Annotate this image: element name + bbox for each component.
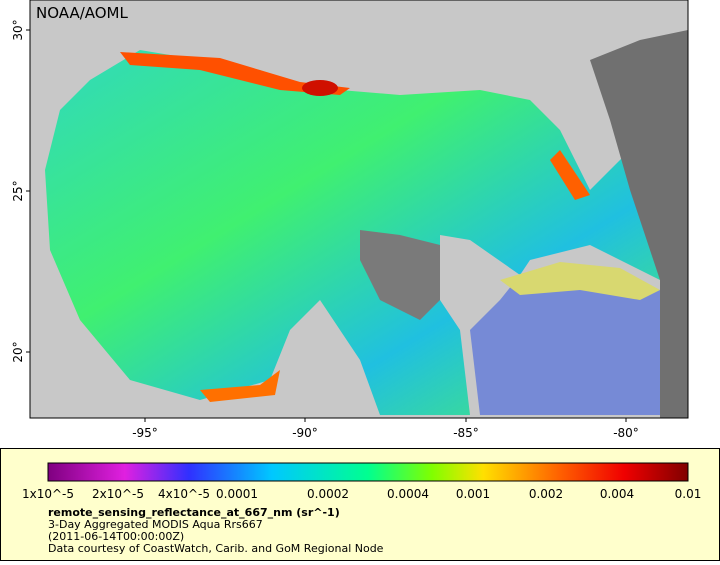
coastal-high [550,150,590,200]
ocean-data [45,40,660,415]
lon-label: -90° [292,426,318,440]
color-label: 0.0002 [307,487,349,501]
color-label: 0.01 [675,487,702,501]
color-label: 1x10^-5 [22,487,74,501]
credit: NOAA/AOML [36,4,129,22]
map: NOAA/AOML [29,0,689,419]
color-bar [47,462,689,482]
color-label: 0.001 [456,487,490,501]
lat-axis: 30° 25° 20° [11,19,30,363]
variable: remote_sensing_reflectance_at_667_nm (sr… [48,506,340,519]
lat-label: 20° [11,341,25,362]
color-label: 0.002 [529,487,563,501]
lon-label: -95° [132,426,158,440]
coastal-high [200,370,280,402]
color-label: 0.0004 [387,487,429,501]
florida [590,30,688,418]
time: (2011-06-14T00:00:00Z) [48,530,184,543]
map-frame [29,0,689,419]
lon-axis: -95° -90° -85° -80° [132,418,639,440]
cuba [500,262,660,300]
caribbean-data [470,265,660,415]
description: 3-Day Aggregated MODIS Aqua Rrs667 [48,518,263,531]
color-label: 2x10^-5 [92,487,144,501]
coastal-high [302,80,338,96]
lat-label: 25° [11,180,25,201]
lon-label: -80° [613,426,639,440]
lat-label: 30° [11,19,25,40]
yucatan [360,230,440,320]
legend: 1x10^-5 2x10^-5 4x10^-5 0.0001 0.0002 0.0004 0… [0,448,720,561]
coastal-high [120,52,350,95]
color-labels: 1x10^-5 2x10^-5 4x10^-5 0.0001 0.0002 0.0004 0… [22,487,701,501]
color-label: 0.0001 [216,487,258,501]
lon-label: -85° [453,426,479,440]
source: Data courtesy of CoastWatch, Carib. and … [48,542,384,555]
color-label: 4x10^-5 [158,487,210,501]
color-label: 0.004 [600,487,634,501]
